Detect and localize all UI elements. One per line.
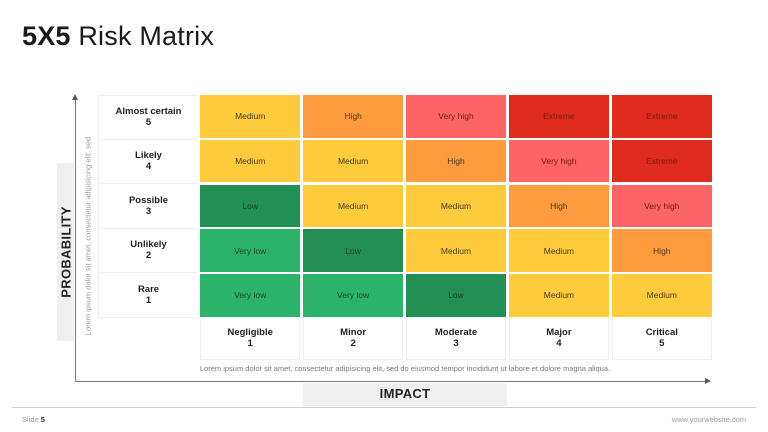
risk-cell: Extreme — [611, 139, 712, 183]
slide-number-value: 5 — [40, 415, 45, 424]
risk-cell: Medium — [200, 95, 301, 138]
row-label-text: Almost certain — [115, 106, 182, 118]
row-label-text: Likely — [135, 150, 162, 162]
row-label-value: 5 — [145, 117, 152, 129]
column-label: Moderate 3 — [405, 317, 507, 360]
column-label-text: Critical — [645, 327, 678, 338]
row-label-value: 2 — [145, 250, 152, 262]
risk-matrix-grid: Medium High Very high Extreme Extreme Me… — [200, 95, 712, 317]
risk-cell: Low — [302, 229, 404, 272]
probability-row-labels: Almost certain 5 Likely 4 Possible 3 Unl… — [98, 95, 198, 318]
risk-cell: Very high — [405, 95, 507, 138]
column-label-text: Minor — [340, 327, 367, 338]
column-label-value: 4 — [556, 338, 562, 349]
column-label: Negligible 1 — [200, 317, 301, 360]
risk-cell: High — [508, 184, 610, 228]
row-label-text: Unlikely — [130, 239, 167, 251]
column-label-text: Major — [546, 327, 572, 338]
column-label: Major 4 — [508, 317, 610, 360]
probability-description: Lorem ipsum dolor sit amet, consectetur … — [83, 136, 93, 336]
column-label-value: 5 — [659, 338, 665, 349]
title-light: Risk Matrix — [78, 21, 215, 51]
risk-cell: Medium — [405, 229, 507, 272]
risk-cell: Medium — [200, 139, 301, 183]
row-label-text: Possible — [128, 194, 169, 206]
website-link[interactable]: www.yourwebsite.com — [671, 415, 746, 424]
risk-cell: Low — [200, 184, 301, 228]
risk-cell: Very low — [200, 274, 301, 317]
risk-cell: Low — [405, 274, 507, 317]
slide-number: Slide 5 — [22, 415, 45, 424]
impact-column-labels: Negligible 1 Minor 2 Moderate 3 Major 4 … — [200, 317, 712, 360]
x-axis-line — [75, 381, 707, 382]
row-label-value: 3 — [145, 205, 152, 217]
column-label-value: 1 — [247, 338, 253, 349]
column-label-value: 3 — [453, 338, 459, 349]
row-label: Almost certain 5 — [98, 95, 198, 140]
risk-cell: Very low — [200, 229, 301, 272]
row-label-value: 4 — [145, 161, 152, 173]
row-label: Unlikely 2 — [98, 228, 198, 273]
x-axis-arrow-icon — [705, 378, 711, 384]
row-label: Likely 4 — [98, 139, 198, 184]
row-label: Possible 3 — [98, 184, 198, 229]
column-label: Critical 5 — [611, 317, 712, 360]
risk-cell: Medium — [611, 274, 712, 317]
risk-cell: Extreme — [508, 95, 610, 138]
risk-cell: Medium — [302, 139, 404, 183]
title-bold: 5X5 — [22, 21, 71, 51]
page-title: 5X5 Risk Matrix — [22, 21, 214, 52]
impact-axis-label: IMPACT — [379, 386, 431, 401]
risk-cell: Medium — [405, 184, 507, 228]
column-label-text: Negligible — [227, 327, 273, 338]
risk-cell: Very low — [302, 274, 404, 317]
probability-axis-label: PROBABILITY — [58, 206, 74, 298]
column-label: Minor 2 — [302, 317, 404, 360]
column-label-value: 2 — [350, 338, 356, 349]
risk-cell: Very high — [611, 184, 712, 228]
column-label-text: Moderate — [434, 327, 478, 338]
y-axis-arrow-icon — [72, 94, 78, 100]
risk-cell: Medium — [302, 184, 404, 228]
risk-cell: Extreme — [611, 95, 712, 138]
row-label: Rare 1 — [98, 273, 198, 318]
impact-description: Lorem ipsum dolor sit amet, consectetur … — [199, 364, 611, 373]
row-label-text: Rare — [137, 283, 160, 295]
risk-cell: High — [405, 139, 507, 183]
risk-cell: Medium — [508, 274, 610, 317]
risk-cell: Medium — [508, 229, 610, 272]
row-label-value: 1 — [145, 294, 152, 306]
risk-cell: High — [302, 95, 404, 138]
risk-cell: Very high — [508, 139, 610, 183]
impact-label-box — [303, 383, 507, 406]
y-axis-line — [75, 96, 76, 382]
probability-label-box — [57, 163, 74, 341]
risk-cell: High — [611, 229, 712, 272]
footer-divider — [12, 407, 756, 408]
slide-prefix: Slide — [22, 415, 39, 424]
